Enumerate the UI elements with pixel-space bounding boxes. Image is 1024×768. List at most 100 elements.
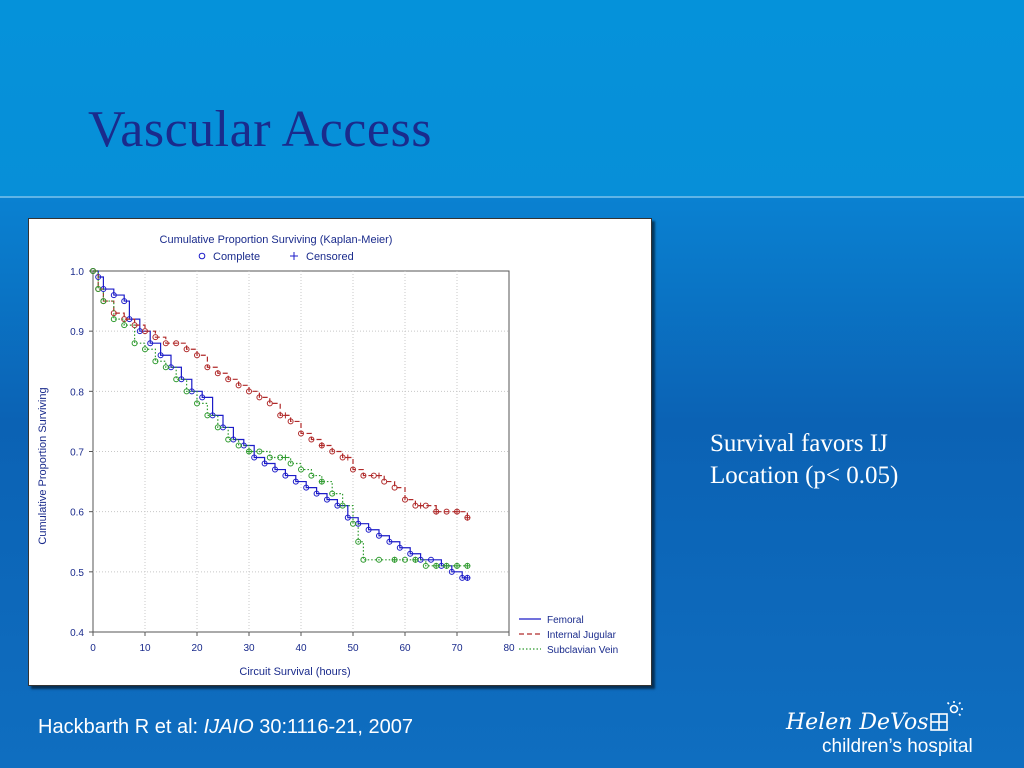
censored-point bbox=[376, 472, 382, 479]
complete-point bbox=[376, 532, 382, 539]
censored-point bbox=[417, 502, 424, 509]
complete-point bbox=[246, 388, 252, 395]
complete-point bbox=[121, 322, 128, 329]
complete-point bbox=[157, 352, 164, 359]
censored-point bbox=[318, 478, 325, 485]
censored-point bbox=[443, 562, 450, 569]
complete-point bbox=[251, 454, 258, 461]
complete-point bbox=[256, 448, 263, 455]
censored-point bbox=[464, 562, 471, 569]
series-layer bbox=[90, 268, 471, 581]
side-note-line-2: Location (p< 0.05) bbox=[710, 462, 899, 489]
complete-point bbox=[344, 514, 351, 521]
complete-point bbox=[287, 460, 294, 467]
complete-point bbox=[365, 526, 372, 533]
complete-point bbox=[396, 544, 403, 551]
complete-point bbox=[142, 328, 148, 335]
citation-suffix: 30:1116-21, 2007 bbox=[253, 716, 414, 738]
censored-point bbox=[454, 562, 460, 569]
series-legend: Femoral Internal Jugular Subclavian Vein bbox=[519, 615, 618, 656]
complete-point bbox=[443, 508, 450, 515]
x-axis-label: Circuit Survival (hours) bbox=[239, 666, 350, 678]
legend-label: Internal Jugular bbox=[547, 630, 617, 641]
complete-point bbox=[256, 394, 263, 401]
complete-point bbox=[173, 340, 180, 347]
citation: Hackbarth R et al: IJAIO 30:1116-21, 200… bbox=[38, 716, 413, 739]
complete-point bbox=[386, 538, 393, 545]
complete-point bbox=[225, 436, 232, 443]
complete-point bbox=[329, 490, 336, 497]
complete-point bbox=[194, 352, 200, 359]
citation-journal: IJAIO bbox=[203, 716, 254, 738]
x-tick-label: 40 bbox=[295, 643, 307, 654]
complete-point bbox=[313, 490, 320, 497]
complete-point bbox=[152, 334, 159, 341]
x-tick-label: 60 bbox=[399, 643, 411, 654]
censored-point bbox=[412, 556, 419, 563]
complete-point bbox=[225, 376, 232, 383]
x-tick-label: 0 bbox=[90, 643, 96, 654]
complete-point bbox=[204, 412, 211, 419]
complete-point bbox=[173, 376, 180, 383]
complete-point bbox=[324, 496, 330, 503]
km-chart-frame: Cumulative Proportion Surviving (Kaplan-… bbox=[28, 218, 652, 686]
complete-point bbox=[110, 316, 117, 323]
series-internal-jugular bbox=[90, 268, 471, 521]
censored-point bbox=[454, 508, 460, 515]
complete-point bbox=[235, 382, 242, 389]
complete-point bbox=[292, 478, 299, 485]
complete-point bbox=[142, 346, 148, 353]
y-tick-label: 0.5 bbox=[70, 568, 84, 579]
complete-point bbox=[376, 556, 382, 563]
side-note-line-1: Survival favors IJ bbox=[710, 430, 888, 457]
y-tick-label: 0.4 bbox=[70, 628, 84, 639]
censored-point bbox=[282, 454, 289, 461]
complete-point bbox=[121, 298, 128, 305]
complete-point bbox=[360, 556, 367, 563]
complete-point bbox=[162, 340, 169, 347]
censored-point bbox=[246, 448, 252, 455]
complete-point bbox=[214, 370, 221, 377]
x-tick-label: 20 bbox=[191, 643, 203, 654]
complete-point bbox=[261, 460, 268, 467]
y-axis: 1.0 0.9 0.8 0.7 0.6 0.5 0.4 bbox=[70, 267, 93, 639]
complete-point bbox=[402, 496, 408, 503]
complete-point bbox=[308, 436, 315, 443]
logo-line-1: Helen DeVos bbox=[786, 710, 929, 735]
complete-point bbox=[329, 448, 336, 455]
complete-point bbox=[350, 520, 356, 527]
censored-point bbox=[282, 412, 289, 419]
complete-point bbox=[235, 442, 242, 449]
series-femoral bbox=[90, 268, 471, 581]
slide-title: Vascular Access bbox=[88, 101, 432, 158]
complete-point bbox=[214, 424, 221, 431]
y-axis-label: Cumulative Proportion Surviving bbox=[37, 387, 49, 544]
y-tick-label: 0.6 bbox=[70, 508, 84, 519]
x-tick-label: 30 bbox=[243, 643, 255, 654]
censored-point bbox=[318, 442, 325, 449]
complete-point bbox=[183, 346, 190, 353]
x-tick-label: 70 bbox=[451, 643, 463, 654]
hospital-logo: Helen DeVos children’s hospital bbox=[782, 700, 997, 762]
complete-point bbox=[152, 358, 159, 365]
complete-point bbox=[350, 466, 356, 473]
complete-point bbox=[199, 394, 206, 401]
legend-label: Subclavian Vein bbox=[547, 645, 618, 656]
chart-title: Cumulative Proportion Surviving (Kaplan-… bbox=[160, 234, 393, 246]
complete-point bbox=[162, 364, 169, 371]
grid bbox=[93, 271, 509, 632]
logo-line-2: children’s hospital bbox=[822, 736, 973, 757]
censored-marker-icon bbox=[290, 252, 298, 260]
complete-point bbox=[422, 562, 429, 569]
complete-point bbox=[428, 556, 434, 563]
x-tick-label: 80 bbox=[503, 643, 515, 654]
x-axis: 0 10 20 30 40 50 60 70 80 bbox=[90, 632, 515, 654]
complete-point bbox=[272, 466, 278, 473]
marker-legend-complete: Complete bbox=[213, 251, 260, 263]
complete-point bbox=[339, 502, 346, 509]
complete-point bbox=[266, 454, 273, 461]
marker-legend: Complete Censored bbox=[198, 251, 354, 263]
complete-point bbox=[381, 478, 388, 485]
y-tick-label: 1.0 bbox=[70, 267, 84, 278]
series-line bbox=[93, 270, 468, 518]
